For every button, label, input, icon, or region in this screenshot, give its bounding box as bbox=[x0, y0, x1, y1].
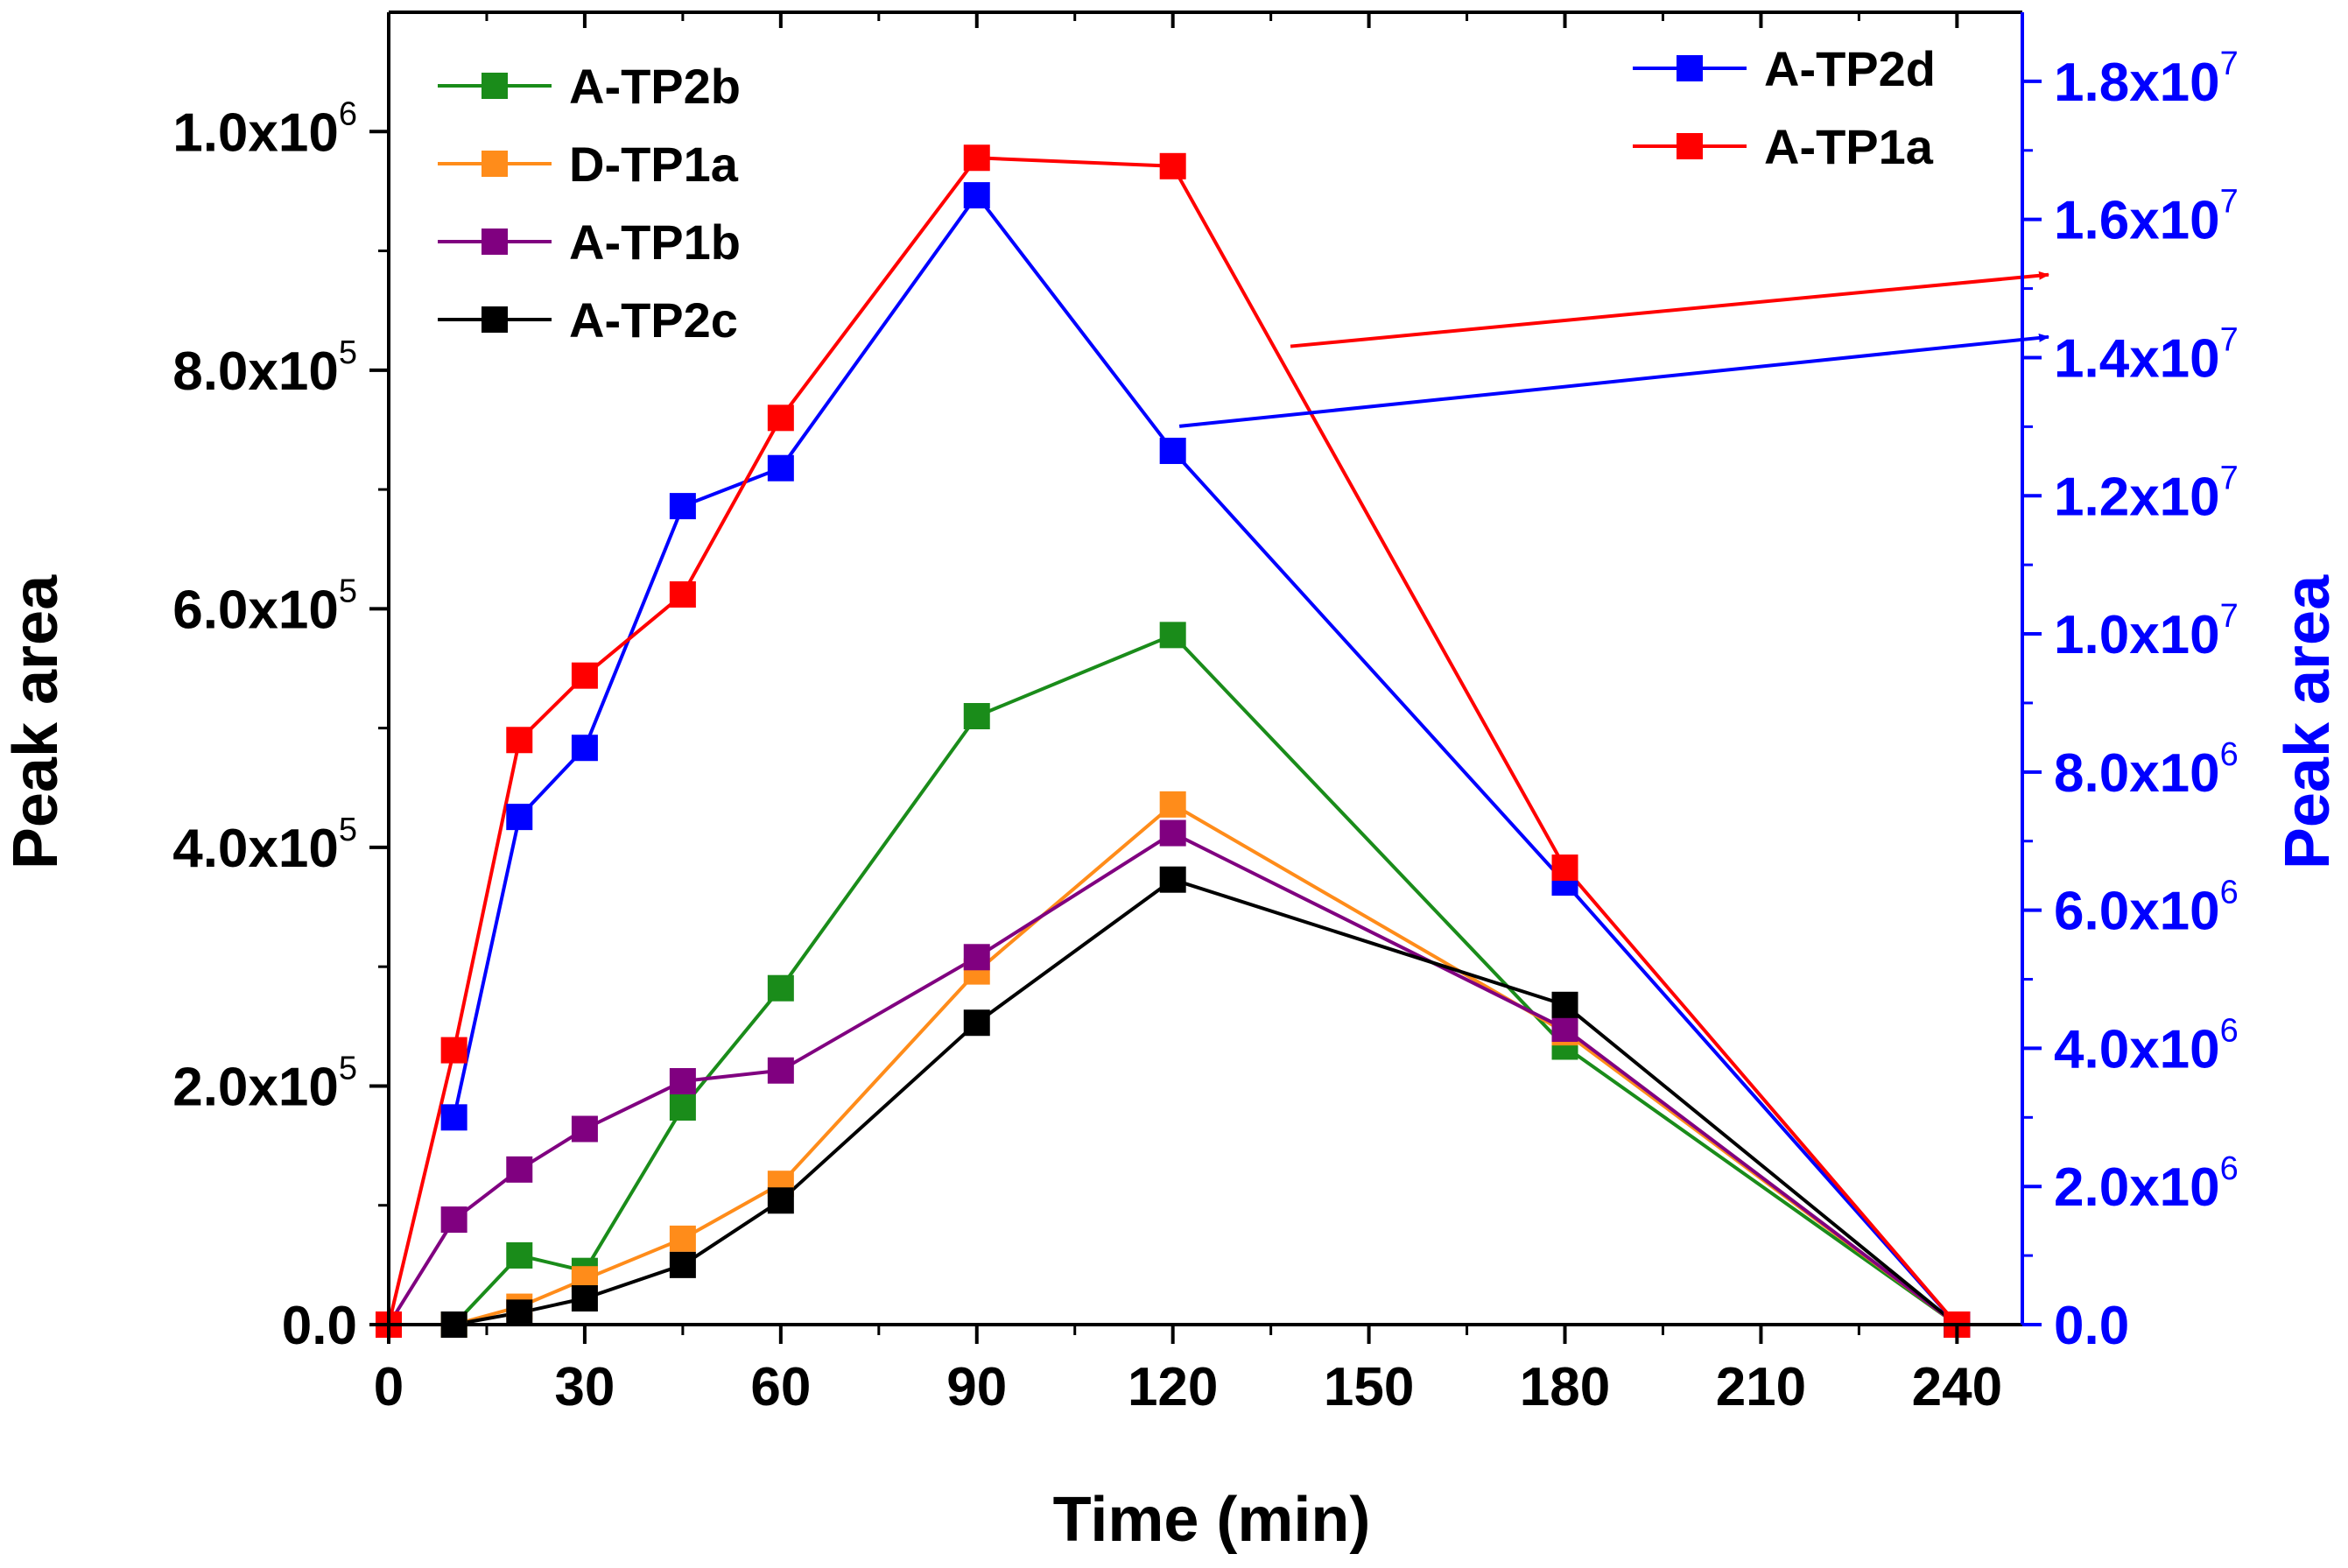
legend-label-a-tp1a: A-TP1a bbox=[1764, 119, 1934, 174]
legend-marker-a-tp2c bbox=[482, 306, 508, 333]
x-tick-label: 150 bbox=[1324, 1357, 1414, 1417]
data-point-a-tp2c bbox=[1551, 991, 1578, 1018]
legend-entry-a-tp1a: A-TP1a bbox=[1633, 119, 1934, 174]
data-point-a-tp1a bbox=[506, 727, 533, 754]
annotation-arrow-2 bbox=[1178, 333, 2049, 428]
data-point-d-tp1a bbox=[1159, 791, 1186, 818]
annotation-arrow-1 bbox=[1290, 271, 2049, 348]
data-point-a-tp1a bbox=[1551, 854, 1578, 882]
x-tick-label: 30 bbox=[554, 1357, 615, 1417]
legend-entry-a-tp2c: A-TP2c bbox=[438, 292, 738, 348]
series-line-a-tp2b bbox=[389, 633, 1958, 1326]
y-right-tick-label: 1.4x107 bbox=[2054, 321, 2239, 389]
y-left-tick-label: 2.0x105 bbox=[172, 1050, 357, 1117]
data-point-a-tp2c bbox=[669, 1251, 696, 1278]
y-left-tick-label: 6.0x105 bbox=[172, 573, 357, 640]
y-right-tick-label: 8.0x106 bbox=[2054, 736, 2239, 804]
data-point-a-tp2d bbox=[1159, 437, 1186, 464]
y-right-tick-label: 2.0x106 bbox=[2054, 1150, 2239, 1218]
legend: A-TP2b D-TP1a A-TP1b A-TP2c A-TP2d A-TP1a bbox=[438, 41, 1936, 348]
data-point-a-tp1a bbox=[440, 1037, 467, 1064]
y-axis-title-right: Peak area bbox=[2273, 574, 2343, 869]
data-point-a-tp1b bbox=[767, 1057, 794, 1084]
data-point-a-tp2c bbox=[767, 1187, 794, 1214]
data-point-a-tp1a bbox=[767, 404, 794, 432]
legend-marker-a-tp2d bbox=[1677, 55, 1703, 81]
y-right-tick-label: 1.2x107 bbox=[2054, 460, 2239, 527]
y-right-tick-label: 0.0 bbox=[2054, 1296, 2129, 1356]
legend-label-a-tp2d: A-TP2d bbox=[1764, 41, 1936, 96]
y-right-tick-label: 4.0x106 bbox=[2054, 1012, 2239, 1079]
data-point-a-tp1b bbox=[1551, 1016, 1578, 1043]
data-point-a-tp2c bbox=[571, 1285, 598, 1312]
data-point-a-tp1a bbox=[669, 581, 696, 608]
data-point-a-tp2b bbox=[767, 974, 794, 1002]
data-point-a-tp1a bbox=[963, 144, 990, 172]
x-tick-label: 90 bbox=[946, 1357, 1007, 1417]
y-left-tick-label: 8.0x105 bbox=[172, 334, 357, 402]
series-line-d-tp1a bbox=[389, 802, 1958, 1326]
x-tick-label: 60 bbox=[750, 1357, 811, 1417]
legend-entry-a-tp2d: A-TP2d bbox=[1633, 41, 1936, 96]
x-tick-label: 0 bbox=[374, 1357, 404, 1417]
legend-label-a-tp2b: A-TP2b bbox=[569, 59, 741, 114]
data-point-a-tp2d bbox=[669, 493, 696, 520]
y-left-tick-label: 0.0 bbox=[282, 1296, 357, 1356]
data-point-a-tp2b bbox=[963, 703, 990, 730]
y-axis-title-left: Peak area bbox=[1, 574, 71, 869]
data-point-a-tp2d bbox=[767, 454, 794, 482]
data-point-a-tp1b bbox=[506, 1156, 533, 1183]
x-tick-label: 180 bbox=[1520, 1357, 1610, 1417]
y-right-tick-label: 1.8x107 bbox=[2054, 46, 2239, 113]
data-point-a-tp1b bbox=[1159, 819, 1186, 847]
y-right-tick-label: 1.6x107 bbox=[2054, 184, 2239, 251]
plot-area bbox=[376, 144, 2049, 1338]
legend-marker-a-tp2b bbox=[482, 73, 508, 99]
legend-label-a-tp2c: A-TP2c bbox=[569, 292, 738, 348]
data-point-a-tp2b bbox=[669, 1093, 696, 1121]
series-line-a-tp1a bbox=[387, 156, 1958, 1326]
legend-label-a-tp1b: A-TP1b bbox=[569, 214, 741, 270]
data-point-a-tp1a bbox=[571, 662, 598, 689]
x-tick-label: 120 bbox=[1128, 1357, 1218, 1417]
axes: 0 30 60 90 120 150 180 210 240 0.0 2.0x105 4.0x105 6… bbox=[172, 11, 2239, 1417]
series-line-a-tp2c bbox=[389, 877, 1958, 1326]
legend-label-d-tp1a: D-TP1a bbox=[569, 137, 739, 192]
y-left-tick-label: 4.0x105 bbox=[172, 812, 357, 879]
data-point-d-tp1a bbox=[669, 1225, 696, 1252]
x-tick-label: 210 bbox=[1716, 1357, 1806, 1417]
legend-entry-a-tp2b: A-TP2b bbox=[438, 59, 741, 114]
series-line-a-tp1b bbox=[387, 831, 1958, 1326]
legend-entry-a-tp1b: A-TP1b bbox=[438, 214, 741, 270]
data-point-a-tp1b bbox=[571, 1115, 598, 1143]
data-point-a-tp2d bbox=[963, 182, 990, 209]
x-axis-title: Time (min) bbox=[1053, 1485, 1371, 1555]
legend-marker-d-tp1a bbox=[482, 151, 508, 177]
legend-marker-a-tp1a bbox=[1677, 133, 1703, 159]
data-point-a-tp1b bbox=[669, 1068, 696, 1095]
data-point-a-tp2c bbox=[1159, 866, 1186, 893]
data-point-a-tp1b bbox=[963, 944, 990, 971]
data-point-a-tp2d bbox=[440, 1104, 467, 1131]
x-tick-label: 240 bbox=[1912, 1357, 2002, 1417]
data-point-a-tp2d bbox=[571, 735, 598, 762]
legend-entry-d-tp1a: D-TP1a bbox=[438, 137, 739, 192]
y-right-tick-label: 6.0x106 bbox=[2054, 875, 2239, 942]
data-point-a-tp2c bbox=[506, 1299, 533, 1326]
data-point-a-tp2b bbox=[1159, 622, 1186, 649]
data-point-a-tp1b bbox=[440, 1206, 467, 1234]
data-point-a-tp2c bbox=[963, 1009, 990, 1037]
data-point-a-tp1a bbox=[1159, 152, 1186, 179]
data-point-a-tp2d bbox=[506, 804, 533, 831]
y-right-tick-label: 1.0x107 bbox=[2054, 598, 2239, 665]
y-left-tick-label: 1.0x106 bbox=[172, 95, 357, 163]
data-point-a-tp2b bbox=[506, 1241, 533, 1269]
legend-marker-a-tp1b bbox=[482, 229, 508, 255]
